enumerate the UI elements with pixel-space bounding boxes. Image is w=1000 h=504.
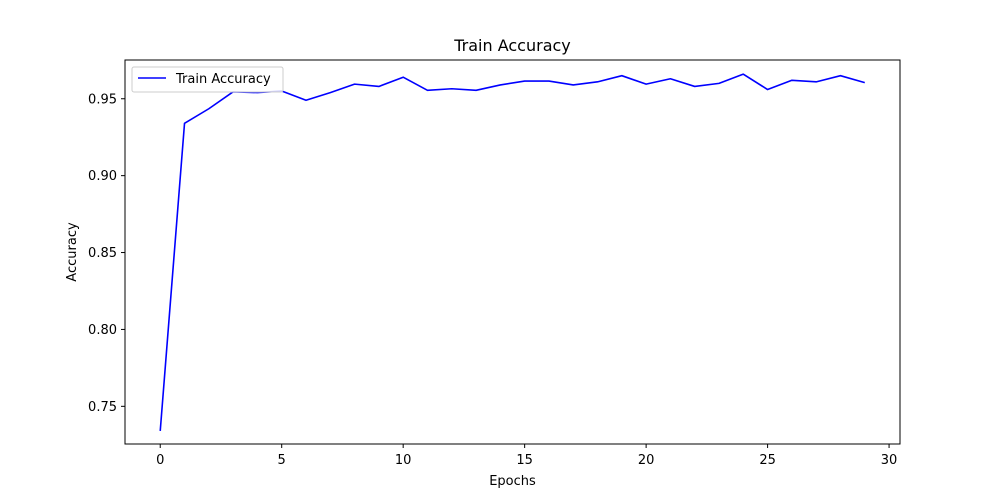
- legend-box: [131, 66, 284, 93]
- y-tick-label: 0.75: [88, 400, 117, 415]
- axes-frame: [124, 59, 901, 445]
- legend: Train Accuracy: [131, 66, 284, 93]
- y-axis-ticks: 0.75 0.80 0.85 0.90 0.95: [88, 92, 125, 415]
- x-tick-label: 30: [881, 453, 898, 468]
- y-tick-label: 0.85: [88, 246, 117, 261]
- y-axis-label: Accuracy: [65, 222, 80, 282]
- chart-title: Train Accuracy: [453, 36, 571, 55]
- legend-label-train-accuracy: Train Accuracy: [175, 72, 271, 87]
- x-axis-ticks: 0 5 10 15 20 25 30: [156, 444, 897, 468]
- x-tick-label: 5: [278, 453, 286, 468]
- y-tick-label: 0.95: [88, 92, 117, 107]
- x-tick-label: 0: [156, 453, 164, 468]
- x-tick-label: 25: [759, 453, 776, 468]
- x-tick-label: 10: [395, 453, 412, 468]
- series-layer: [159, 73, 865, 431]
- x-tick-label: 15: [516, 453, 533, 468]
- y-tick-label: 0.80: [88, 323, 117, 338]
- series-line-train-accuracy: [159, 73, 865, 431]
- x-axis-label: Epochs: [489, 474, 536, 489]
- y-tick-label: 0.90: [88, 169, 117, 184]
- x-tick-label: 20: [638, 453, 655, 468]
